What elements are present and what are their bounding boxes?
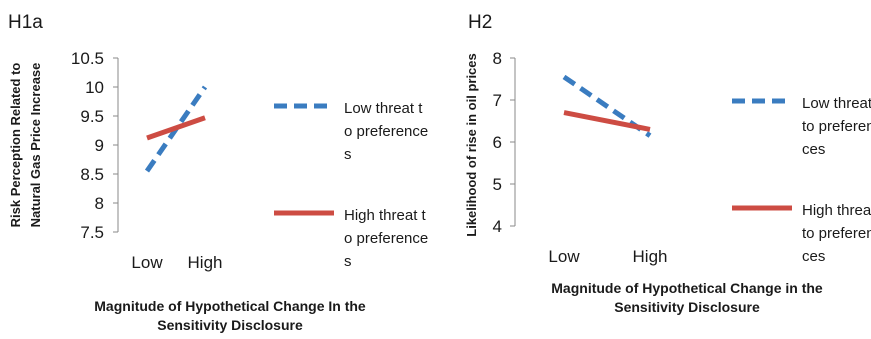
y-tick-label: 8	[493, 49, 502, 68]
legend-swatch-high	[730, 199, 794, 217]
y-tick-label: 5	[493, 175, 502, 194]
legend-label: Low threat to preferences	[802, 95, 871, 158]
x-tick-label: High	[188, 253, 223, 272]
y-axis-label: Natural Gas Price Increase	[28, 63, 43, 228]
x-tick-label: Low	[131, 253, 163, 272]
legend-label: Low threat to preferences	[344, 100, 429, 163]
y-tick-label: 9	[95, 136, 104, 155]
chart-title: H1a	[8, 12, 43, 33]
series-line-high-threat	[563, 110, 651, 132]
y-tick-label: 7	[493, 91, 502, 110]
legend-swatch-low	[272, 97, 336, 115]
y-tick-label: 4	[493, 217, 502, 236]
legend-item-low-threat: Low threat to preferences	[730, 92, 871, 161]
y-tick-label: 6	[493, 133, 502, 152]
chart-plot-h2: 4 5 6 7 8 Low High Likelihood of rise in oil pr…	[464, 49, 668, 266]
legend-item-high-threat: High threat to preferences	[730, 199, 871, 268]
x-tick-label: High	[633, 247, 668, 266]
y-tick-label: 10	[85, 78, 104, 97]
series-line-high-threat	[146, 115, 206, 141]
legend-item-high-threat: High threat to preferences	[272, 204, 430, 273]
legend-swatch-low	[730, 92, 794, 110]
y-tick-label: 7.5	[80, 223, 104, 242]
x-tick-label: Low	[548, 247, 580, 266]
legend-item-low-threat: Low threat to preferences	[272, 97, 430, 166]
x-axis-label: Magnitude of Hypothetical Change In the …	[94, 298, 366, 333]
legend-label: High threat to preferences	[802, 202, 871, 265]
y-tick-label: 8.5	[80, 165, 104, 184]
legend-label: High threat to preferences	[344, 207, 429, 270]
y-axis-label: Risk Perception Related to	[8, 63, 23, 228]
y-tick-label: 9.5	[80, 107, 104, 126]
y-tick-label: 8	[95, 194, 104, 213]
y-tick-label: 10.5	[71, 49, 104, 68]
legend-swatch-high	[272, 204, 336, 222]
x-axis-label: Magnitude of Hypothetical Change in the …	[551, 280, 823, 315]
chart-panel-h2: H2 4 5 6 7 8 Low High Likelihood of rise in oil…	[440, 0, 871, 339]
chart-plot-h1a: 7.5 8 8.5 9 9.5 10 10.5 Low High Risk Perception …	[8, 49, 223, 272]
chart-title: H2	[468, 12, 493, 33]
chart-panel-h1a: H1a 7.5 8 8.5 9 9.5 10 10.5 Low High Risk Percept…	[8, 12, 430, 333]
y-axis-label: Likelihood of rise in oil prices	[464, 53, 479, 236]
